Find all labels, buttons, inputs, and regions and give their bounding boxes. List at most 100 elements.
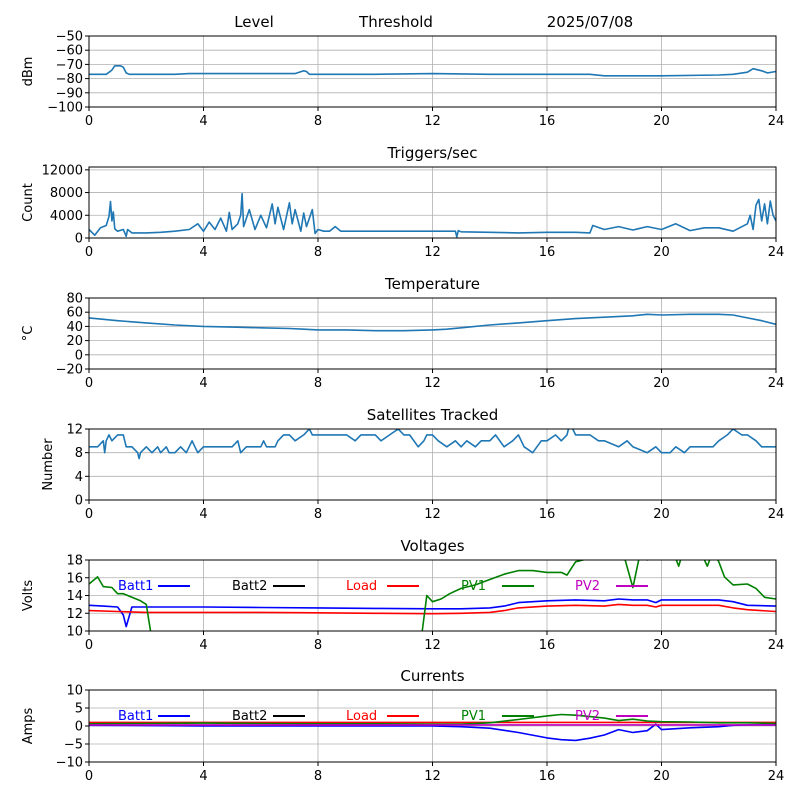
x-tick-label: 4 bbox=[199, 638, 207, 653]
legend-label-load: Load bbox=[346, 579, 377, 594]
y-tick-label: −10 bbox=[56, 756, 83, 771]
y-axis-label: Count bbox=[21, 183, 36, 222]
chart-panel-4: 0 4 8 12 16 20 24 10 12 14 16 18 Voltages Volts Batt1 B… bbox=[21, 537, 784, 653]
x-tick-label: 0 bbox=[85, 507, 93, 522]
x-tick-label: 20 bbox=[653, 507, 670, 522]
legend-label-pv1: PV1 bbox=[461, 709, 486, 724]
y-tick-label: 0 bbox=[75, 720, 83, 735]
x-tick-label: 12 bbox=[424, 769, 441, 784]
y-tick-label: 16 bbox=[66, 571, 83, 586]
x-tick-label: 24 bbox=[768, 769, 785, 784]
x-tick-label: 8 bbox=[314, 769, 322, 784]
chart-title: Satellites Tracked bbox=[367, 406, 498, 424]
y-tick-label: 8000 bbox=[50, 186, 83, 201]
chart-title: Voltages bbox=[400, 537, 464, 555]
y-tick-label: −20 bbox=[56, 363, 83, 378]
x-tick-label: 4 bbox=[199, 376, 207, 391]
x-tick-label: 16 bbox=[539, 507, 556, 522]
chart-panel-1: 0 4 8 12 16 20 24 0 4000 8000 12000 Triggers/sec Cou… bbox=[21, 144, 784, 260]
y-tick-label: 18 bbox=[66, 554, 83, 569]
y-tick-label: 10 bbox=[66, 684, 83, 699]
y-tick-label: 12 bbox=[66, 607, 83, 622]
series-line-batt1 bbox=[89, 723, 776, 742]
x-tick-label: 24 bbox=[768, 376, 785, 391]
legend-label-batt2: Batt2 bbox=[232, 579, 267, 594]
series-line-0 bbox=[89, 313, 776, 332]
legend-label-batt1: Batt1 bbox=[118, 579, 153, 594]
chart-title: Temperature bbox=[384, 275, 480, 293]
y-tick-label: 4 bbox=[75, 470, 83, 485]
chart-title: Currents bbox=[400, 667, 464, 685]
header-date: 2025/07/08 bbox=[547, 13, 633, 31]
x-tick-label: 4 bbox=[199, 245, 207, 260]
x-tick-label: 16 bbox=[539, 245, 556, 260]
y-tick-label: 4000 bbox=[50, 209, 83, 224]
y-tick-label: −50 bbox=[56, 30, 83, 45]
series-line-0 bbox=[89, 65, 776, 77]
chart-title: Triggers/sec bbox=[387, 144, 478, 162]
x-tick-label: 8 bbox=[314, 376, 322, 391]
y-tick-label: 60 bbox=[66, 306, 83, 321]
legend-label-pv1: PV1 bbox=[461, 579, 486, 594]
x-tick-label: 16 bbox=[539, 638, 556, 653]
chart-panel-0: 0 4 8 12 16 20 24 −100−90−80−70−60−50 dBm bbox=[21, 30, 784, 130]
x-tick-label: 0 bbox=[85, 376, 93, 391]
y-tick-label: 10 bbox=[66, 625, 83, 640]
y-tick-label: 12 bbox=[66, 423, 83, 438]
y-tick-label: −80 bbox=[56, 72, 83, 87]
legend-label-load: Load bbox=[346, 709, 377, 724]
x-tick-label: 12 bbox=[424, 507, 441, 522]
y-axis-label: Amps bbox=[21, 707, 36, 744]
legend-label-pv2: PV2 bbox=[575, 579, 600, 594]
chart-panel-5: 0 4 8 12 16 20 24 −10 −5 0 5 10 Currents Amps Batt1 Bat… bbox=[21, 667, 784, 784]
y-tick-label: −60 bbox=[56, 44, 83, 59]
y-tick-label: 8 bbox=[75, 446, 83, 461]
y-tick-label: 14 bbox=[66, 589, 83, 604]
x-tick-label: 12 bbox=[424, 376, 441, 391]
chart-panel-3: 0 4 8 12 16 20 24 0 4 8 12 Satellites Tracked Number bbox=[41, 406, 784, 522]
x-tick-label: 8 bbox=[314, 507, 322, 522]
x-tick-label: 20 bbox=[653, 114, 670, 129]
y-tick-label: 40 bbox=[66, 320, 83, 335]
series-line-pv1 bbox=[89, 713, 776, 726]
y-axis-label: °C bbox=[21, 326, 36, 342]
x-tick-label: 4 bbox=[199, 507, 207, 522]
y-tick-label: 0 bbox=[75, 232, 83, 247]
x-tick-label: 24 bbox=[768, 114, 785, 129]
y-tick-label: 0 bbox=[75, 494, 83, 509]
x-tick-label: 24 bbox=[768, 245, 785, 260]
y-axis-label: Volts bbox=[21, 580, 36, 612]
x-tick-label: 24 bbox=[768, 638, 785, 653]
x-tick-label: 0 bbox=[85, 638, 93, 653]
header-level: Level bbox=[234, 13, 274, 31]
y-axis-label: Number bbox=[41, 438, 56, 491]
y-tick-label: −100 bbox=[47, 101, 83, 116]
x-tick-label: 20 bbox=[653, 376, 670, 391]
x-tick-label: 0 bbox=[85, 245, 93, 260]
x-tick-label: 24 bbox=[768, 507, 785, 522]
x-tick-label: 20 bbox=[653, 638, 670, 653]
x-tick-label: 16 bbox=[539, 114, 556, 129]
series-line-load bbox=[89, 603, 776, 615]
y-tick-label: 5 bbox=[75, 702, 83, 717]
x-tick-label: 12 bbox=[424, 638, 441, 653]
legend-label-pv2: PV2 bbox=[575, 709, 600, 724]
y-tick-label: −70 bbox=[56, 58, 83, 73]
x-tick-label: 8 bbox=[314, 638, 322, 653]
header-threshold: Threshold bbox=[358, 13, 433, 31]
x-tick-label: 0 bbox=[85, 769, 93, 784]
y-tick-label: −90 bbox=[56, 86, 83, 101]
y-axis-label: dBm bbox=[21, 57, 36, 87]
y-tick-label: 0 bbox=[75, 348, 83, 363]
x-tick-label: 8 bbox=[314, 114, 322, 129]
x-tick-label: 20 bbox=[653, 245, 670, 260]
x-tick-label: 8 bbox=[314, 245, 322, 260]
x-tick-label: 4 bbox=[199, 114, 207, 129]
legend-label-batt2: Batt2 bbox=[232, 709, 267, 724]
y-tick-label: −5 bbox=[64, 738, 83, 753]
y-tick-label: 12000 bbox=[42, 163, 83, 178]
